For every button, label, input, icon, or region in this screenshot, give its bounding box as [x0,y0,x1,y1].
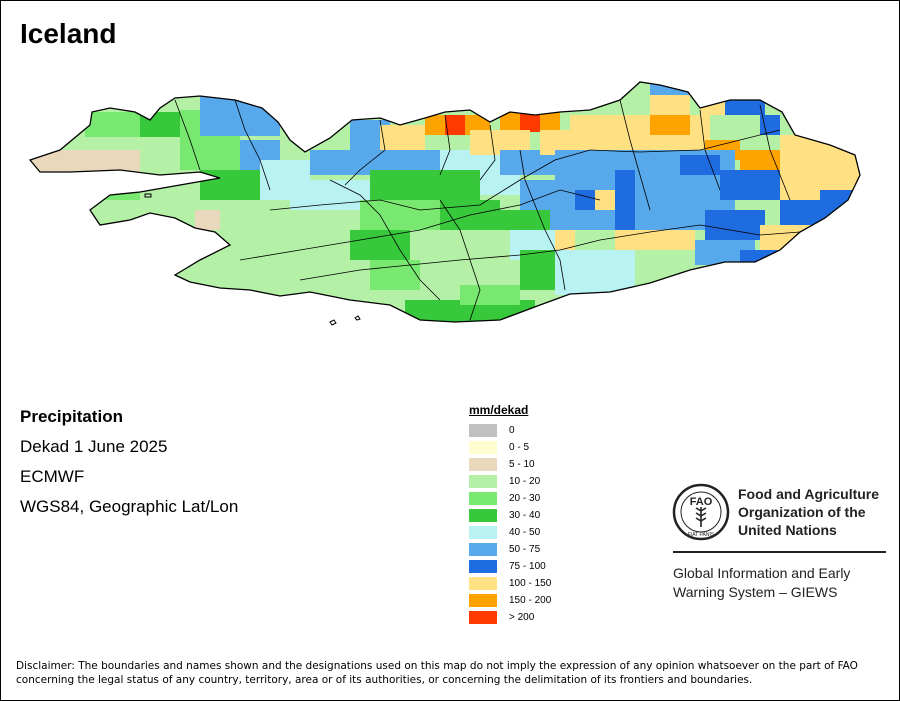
legend-item: 150 - 200 [469,592,551,609]
legend-label: 150 - 200 [509,595,552,606]
giews-line-1: Global Information and Early [673,565,851,581]
precipitation-cell [540,112,560,132]
precipitation-cell [80,175,140,200]
legend-item: 5 - 10 [469,456,551,473]
legend-swatch [469,458,497,471]
legend-label: 20 - 30 [509,493,541,504]
precipitation-cell [520,112,540,132]
legend-swatch [469,611,497,624]
legend-label: > 200 [509,612,535,623]
precipitation-cell [405,300,535,322]
precipitation-cell [575,270,625,290]
legend-item: 40 - 50 [469,524,551,541]
organization-name-line-1: Food and Agriculture [738,486,880,502]
period-label: Dekad 1 June 2025 [20,437,168,456]
precipitation-cell [410,230,510,260]
organization-name-line-3: United Nations [738,522,837,538]
legend-unit: mm/dekad [469,403,529,417]
precipitation-cell [140,112,180,137]
legend-label: 75 - 100 [509,561,546,572]
legend-item: 50 - 75 [469,541,551,558]
precipitation-cell [555,230,575,250]
precipitation-cell [85,112,140,137]
legend-swatch [469,560,497,573]
precipitation-cell [195,210,220,230]
precipitation-cell [310,150,350,175]
precipitation-cell [720,170,780,200]
legend: mm/dekad 0 0 - 5 5 - 10 10 - 20 20 - 30 30 - … [469,402,551,626]
precipitation-cell [705,210,765,240]
legend-label: 30 - 40 [509,510,541,521]
precipitation-cell [460,285,520,305]
source-label: ECMWF [20,467,85,486]
precipitation-cell [500,112,520,132]
logo-text: FAO [690,496,713,508]
precipitation-cell [635,210,705,230]
precipitation-cell [575,190,595,210]
legend-label: 10 - 20 [509,476,541,487]
legend-item: 0 [469,422,551,439]
district-boundaries [174,99,801,321]
legend-item: 100 - 150 [469,575,551,592]
precipitation-cell [595,190,615,210]
precipitation-cell [350,230,410,260]
precipitation-cell [680,155,720,175]
legend-swatch [469,475,497,488]
legend-item: 75 - 100 [469,558,551,575]
legend-label: 50 - 75 [509,544,541,555]
legend-item: 10 - 20 [469,473,551,490]
precipitation-cell [650,115,690,135]
legend-rows: 0 0 - 5 5 - 10 10 - 20 20 - 30 30 - 40 40 - 50… [469,422,551,626]
organization-name-line-2: Organization of the [738,504,866,520]
legend-swatch [469,441,497,454]
precipitation-cell [615,230,695,250]
legend-item: > 200 [469,609,551,626]
precipitation-cell [180,140,240,170]
organization-name: Food and Agriculture Organization of the… [738,485,879,539]
precipitation-cell [615,170,635,230]
legend-swatch [469,543,497,556]
precipitation-cell [760,115,780,135]
logo-motto: FIAT PANIS [688,532,715,538]
precipitation-cell [480,175,520,195]
precipitation-cell [140,140,180,170]
precipitation-cell [650,95,690,115]
legend-swatch [469,492,497,505]
legend-label: 5 - 10 [509,459,535,470]
legend-label: 0 - 5 [509,442,530,453]
legend-label: 100 - 150 [509,578,552,589]
variable-heading: Precipitation [20,407,123,426]
map-info: Precipitation Dekad 1 June 2025 ECMWF WG… [20,406,238,526]
precipitation-cell [425,115,450,135]
legend-swatch [469,424,497,437]
legend-swatch [469,526,497,539]
fao-logo-icon: FAO FIAT PANIS [672,483,730,541]
legend-swatch [469,577,497,590]
precipitation-cell [820,190,860,220]
legend-item: 30 - 40 [469,507,551,524]
precipitation-cell [380,125,425,150]
legend-label: 40 - 50 [509,527,541,538]
organization-divider [673,551,886,553]
legend-swatch [469,594,497,607]
giews-line-2: Warning System – GIEWS [673,584,838,600]
legend-swatch [469,509,497,522]
precipitation-cell [725,95,765,115]
precipitation-cell [140,175,200,195]
legend-label: 0 [509,425,515,436]
precipitation-cell [780,200,820,225]
precipitation-cell [290,180,370,210]
giews-name: Global Information and Early Warning Sys… [673,564,850,602]
small-islands [144,193,361,326]
legend-item: 20 - 30 [469,490,551,507]
map-title: Iceland [20,18,117,49]
precipitation-cell [570,115,630,150]
precipitation-cell [445,115,465,135]
disclaimer-text: Disclaimer: The boundaries and names sho… [16,660,858,686]
projection-label: WGS84, Geographic Lat/Lon [20,497,239,516]
legend-item: 0 - 5 [469,439,551,456]
precipitation-cell [800,160,840,190]
